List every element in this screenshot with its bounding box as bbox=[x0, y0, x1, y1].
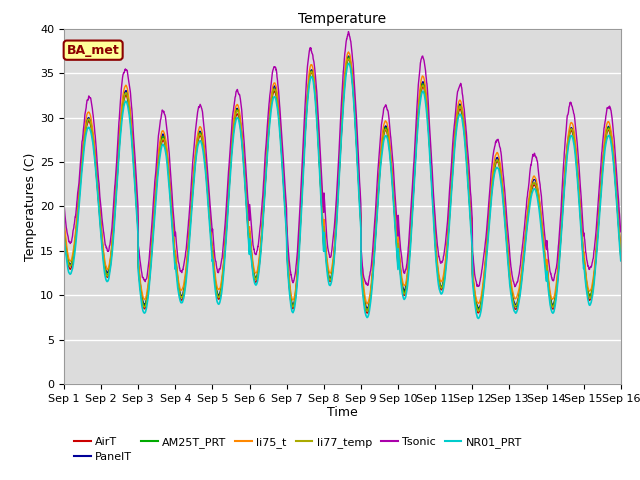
NR01_PRT bbox=[568, 133, 576, 139]
PanelT bbox=[505, 258, 513, 264]
li77_temp bbox=[584, 288, 591, 294]
li75_t bbox=[359, 275, 367, 280]
AM25T_PRT bbox=[584, 287, 591, 292]
li77_temp bbox=[371, 243, 379, 249]
PanelT bbox=[344, 53, 352, 59]
AM25T_PRT bbox=[60, 227, 68, 232]
Tsonic bbox=[344, 29, 352, 35]
AM25T_PRT bbox=[371, 237, 379, 243]
li77_temp bbox=[216, 294, 223, 300]
PanelT bbox=[216, 292, 223, 298]
NR01_PRT bbox=[505, 268, 513, 274]
li75_t bbox=[584, 282, 591, 288]
Line: li77_temp: li77_temp bbox=[64, 59, 621, 312]
li77_temp bbox=[475, 309, 483, 314]
PanelT bbox=[584, 286, 591, 292]
li75_t bbox=[363, 301, 371, 307]
li77_temp bbox=[505, 262, 513, 267]
AirT bbox=[344, 56, 352, 62]
AirT bbox=[505, 264, 513, 269]
Tsonic bbox=[504, 234, 512, 240]
Line: AM25T_PRT: AM25T_PRT bbox=[64, 57, 621, 311]
li77_temp bbox=[617, 254, 625, 260]
Legend: AirT, PanelT, AM25T_PRT, li75_t, li77_temp, Tsonic, NR01_PRT: AirT, PanelT, AM25T_PRT, li75_t, li77_te… bbox=[70, 432, 527, 467]
Y-axis label: Temperatures (C): Temperatures (C) bbox=[24, 152, 37, 261]
li75_t bbox=[505, 252, 513, 258]
Tsonic bbox=[60, 201, 68, 206]
NR01_PRT bbox=[216, 301, 223, 307]
AirT bbox=[617, 255, 625, 261]
NR01_PRT bbox=[346, 60, 353, 66]
Tsonic bbox=[216, 266, 223, 272]
Tsonic bbox=[568, 103, 576, 109]
Tsonic bbox=[617, 229, 625, 235]
li77_temp bbox=[359, 284, 367, 289]
li75_t bbox=[617, 246, 625, 252]
PanelT bbox=[475, 306, 483, 312]
Text: BA_met: BA_met bbox=[67, 44, 120, 57]
AirT bbox=[584, 291, 591, 297]
AirT bbox=[568, 129, 576, 134]
li75_t bbox=[60, 218, 68, 224]
li75_t bbox=[345, 49, 353, 55]
Line: li75_t: li75_t bbox=[64, 52, 621, 304]
AM25T_PRT bbox=[344, 54, 352, 60]
NR01_PRT bbox=[475, 315, 483, 321]
Title: Temperature: Temperature bbox=[298, 12, 387, 26]
AM25T_PRT bbox=[359, 282, 367, 288]
X-axis label: Time: Time bbox=[327, 407, 358, 420]
AirT bbox=[364, 310, 371, 316]
Line: PanelT: PanelT bbox=[64, 56, 621, 309]
li75_t bbox=[568, 120, 576, 126]
Tsonic bbox=[584, 261, 591, 266]
NR01_PRT bbox=[60, 234, 68, 240]
li77_temp bbox=[568, 126, 576, 132]
NR01_PRT bbox=[371, 249, 379, 254]
AM25T_PRT bbox=[568, 127, 576, 132]
AM25T_PRT bbox=[216, 293, 223, 299]
AM25T_PRT bbox=[617, 252, 625, 257]
NR01_PRT bbox=[617, 258, 625, 264]
Line: Tsonic: Tsonic bbox=[64, 32, 621, 287]
Tsonic bbox=[359, 265, 367, 271]
PanelT bbox=[568, 126, 576, 132]
Tsonic bbox=[511, 284, 518, 289]
PanelT bbox=[617, 250, 625, 256]
li75_t bbox=[371, 231, 379, 237]
PanelT bbox=[371, 241, 379, 247]
Line: NR01_PRT: NR01_PRT bbox=[64, 63, 621, 318]
AirT bbox=[371, 241, 379, 247]
li77_temp bbox=[60, 228, 68, 234]
li75_t bbox=[216, 286, 223, 292]
PanelT bbox=[359, 280, 367, 286]
AirT bbox=[359, 286, 367, 291]
AirT bbox=[60, 229, 68, 235]
Tsonic bbox=[371, 218, 379, 224]
NR01_PRT bbox=[359, 289, 367, 295]
Line: AirT: AirT bbox=[64, 59, 621, 313]
NR01_PRT bbox=[584, 295, 591, 300]
AirT bbox=[216, 296, 223, 302]
li77_temp bbox=[344, 56, 352, 61]
AM25T_PRT bbox=[364, 308, 371, 313]
AM25T_PRT bbox=[505, 261, 513, 267]
PanelT bbox=[60, 224, 68, 229]
